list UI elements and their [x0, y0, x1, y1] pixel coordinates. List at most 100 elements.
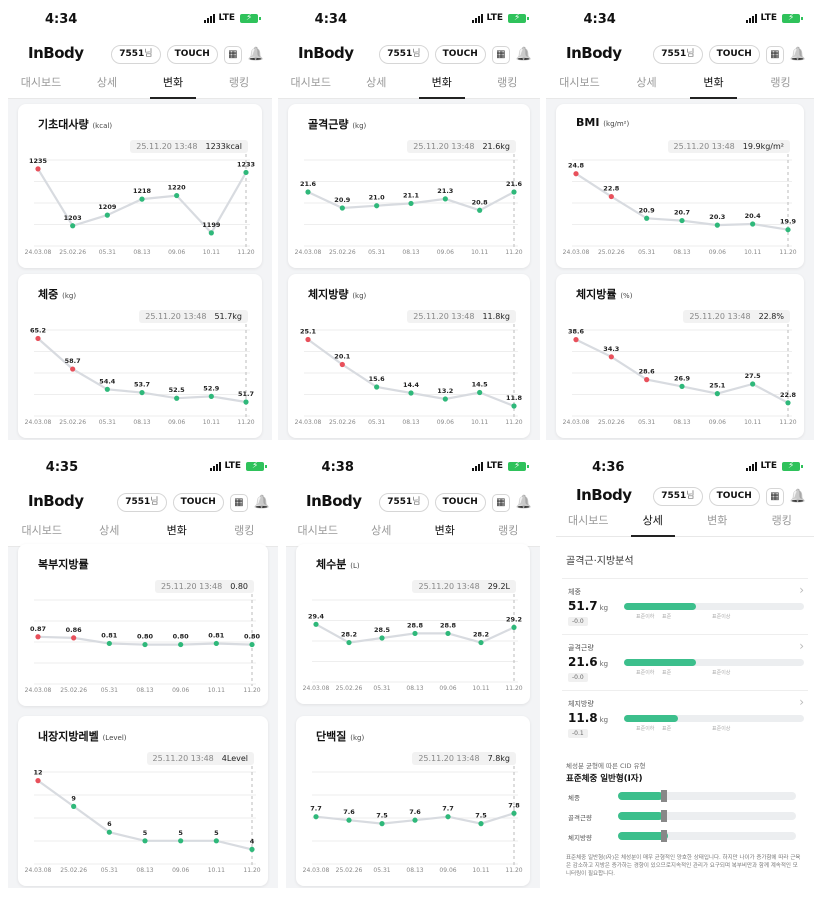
tab-change[interactable]: 변화 [409, 70, 475, 99]
battery-icon: ⚡ [508, 461, 529, 471]
chevron-right-icon[interactable]: › [799, 639, 804, 653]
touch-button[interactable]: TOUCH [708, 487, 760, 506]
data-point [379, 635, 385, 641]
cid-note: 표준체중 일반형(I자)은 체성분이 매우 균형적인 양호한 상태입니다. 하지… [566, 855, 801, 877]
tab-change[interactable]: 변화 [680, 70, 747, 99]
qr-code-icon[interactable]: ▦ [765, 45, 784, 64]
cid-bar-fill [618, 792, 663, 800]
bell-icon[interactable]: 🔔 [789, 47, 806, 62]
tab-ranking[interactable]: 랭킹 [770, 76, 791, 89]
chevron-right-icon[interactable]: › [799, 695, 804, 709]
tab-detail[interactable]: 상세 [96, 76, 118, 89]
tab-dashboard[interactable]: 대시보드 [290, 76, 331, 89]
tab-dashboard[interactable]: 대시보드 [568, 514, 609, 527]
analysis-label: 체중 [568, 588, 581, 596]
inbody-logo[interactable]: InBody [566, 44, 622, 62]
signal-group: LTE ⚡ [472, 461, 529, 471]
tab-bar: 대시보드 상세 변화 랭킹 [8, 70, 272, 99]
inbody-logo[interactable]: InBody [28, 492, 84, 510]
tab-ranking[interactable]: 랭킹 [771, 514, 792, 527]
qr-code-icon[interactable]: ▦ [491, 45, 510, 64]
tab-change[interactable]: 변화 [143, 518, 211, 547]
tab-change[interactable]: 변화 [413, 518, 477, 547]
tab-ranking[interactable]: 랭킹 [497, 76, 518, 89]
header-actions: 7551님 TOUCH ▦ 🔔 [379, 45, 532, 64]
tab-ranking[interactable]: 랭킹 [234, 524, 255, 537]
tab-detail[interactable]: 상세 [636, 76, 657, 89]
data-label: 28.8 [440, 621, 457, 629]
tab-detail[interactable]: 상세 [371, 524, 392, 537]
x-tick-label: 08.13 [133, 249, 150, 256]
card-unit: (kg) [352, 292, 367, 300]
analysis-row[interactable]: 골격근량 21.6 kg -0.0 표준이하 표준 표준이상 › [562, 634, 808, 689]
analysis-label: 체지방량 [568, 700, 594, 708]
data-label: 12 [33, 769, 42, 777]
qr-code-icon[interactable]: ▦ [229, 493, 248, 512]
tab-change[interactable]: 변화 [707, 514, 728, 527]
scale-label: 표준이하 [636, 614, 655, 620]
card-unit: (%) [620, 292, 633, 300]
tooltip-date: 25.11.20 13:48 [413, 142, 475, 151]
tab-ranking[interactable]: 랭킹 [498, 524, 519, 537]
data-point [104, 386, 110, 392]
bell-icon[interactable]: 🔔 [515, 47, 532, 62]
data-label: 1203 [64, 214, 82, 222]
touch-button[interactable]: TOUCH [434, 45, 486, 64]
data-label: 0.81 [101, 631, 118, 639]
tab-ranking[interactable]: 랭킹 [228, 76, 250, 89]
metric-card: BMI (kg/m²) 25.11.20 13:48 19.9kg/m² 24.8 22… [556, 104, 804, 268]
tab-detail[interactable]: 상세 [621, 508, 686, 537]
data-label: 20.9 [639, 206, 656, 214]
metric-card: 내장지방레벨 (Level) 25.11.20 13:48 4Level 12 9 6 5 5… [18, 716, 268, 886]
user-id-pill[interactable]: 7551님 [653, 487, 703, 506]
user-id-pill[interactable]: 7551님 [379, 45, 429, 64]
user-id-pill[interactable]: 7551님 [379, 493, 429, 512]
analysis-row[interactable]: 체중 51.7 kg -0.0 표준이하 표준 표준이상 › [562, 578, 808, 633]
cid-bar-track [618, 810, 796, 822]
data-label: 27.5 [745, 372, 762, 380]
bell-icon[interactable]: 🔔 [789, 489, 806, 504]
user-id-pill[interactable]: 7551님 [111, 45, 161, 64]
tab-dashboard[interactable]: 대시보드 [21, 524, 62, 537]
qr-code-icon[interactable]: ▦ [491, 493, 510, 512]
scale-label: 표준이상 [712, 670, 731, 676]
inbody-logo[interactable]: InBody [28, 44, 84, 62]
bell-icon[interactable]: 🔔 [247, 47, 264, 62]
tab-change[interactable]: 변화 [140, 70, 206, 99]
touch-button[interactable]: TOUCH [172, 493, 224, 512]
x-tick-label: 10.11 [203, 249, 220, 256]
data-label: 15.6 [369, 375, 386, 383]
touch-button[interactable]: TOUCH [434, 493, 486, 512]
inbody-logo[interactable]: InBody [576, 486, 632, 504]
analysis-row[interactable]: 체지방량 11.8 kg -0.1 표준이하 표준 표준이상 › [562, 690, 808, 745]
data-label: 1199 [202, 221, 221, 229]
x-tick-label: 08.13 [133, 419, 150, 426]
bell-icon[interactable]: 🔔 [253, 495, 270, 510]
tab-detail[interactable]: 상세 [366, 76, 387, 89]
tab-dashboard[interactable]: 대시보드 [559, 76, 600, 89]
user-id-pill[interactable]: 7551님 [653, 45, 703, 64]
x-tick-label: 25.02.26 [59, 419, 86, 426]
latest-value-tooltip: 25.11.20 13:48 51.7kg [139, 310, 248, 323]
touch-button[interactable]: TOUCH [708, 45, 760, 64]
card-title: 골격근량 (kg) [308, 116, 366, 132]
screen-4: 4:35 LTE ⚡ InBody 7551님 TOUCH ▦ 🔔 대시보드 상세 변화 랭킹 복부지방… [8, 448, 278, 888]
tab-dashboard[interactable]: 대시보드 [297, 524, 338, 537]
bell-icon[interactable]: 🔔 [515, 495, 532, 510]
tooltip-date: 25.11.20 13:48 [145, 312, 207, 321]
qr-code-icon[interactable]: ▦ [223, 45, 242, 64]
qr-code-icon[interactable]: ▦ [765, 487, 784, 506]
data-point [70, 223, 76, 229]
data-label: 6 [107, 820, 112, 828]
touch-button[interactable]: TOUCH [166, 45, 218, 64]
user-id-pill[interactable]: 7551님 [117, 493, 167, 512]
inbody-logo[interactable]: InBody [298, 44, 354, 62]
inbody-logo[interactable]: InBody [306, 492, 362, 510]
chevron-right-icon[interactable]: › [799, 583, 804, 597]
data-point [608, 193, 614, 200]
tab-detail[interactable]: 상세 [99, 524, 120, 537]
data-point [313, 814, 319, 820]
data-point [142, 641, 148, 648]
tab-dashboard[interactable]: 대시보드 [20, 76, 62, 89]
x-tick-label: 25.02.26 [336, 867, 363, 874]
